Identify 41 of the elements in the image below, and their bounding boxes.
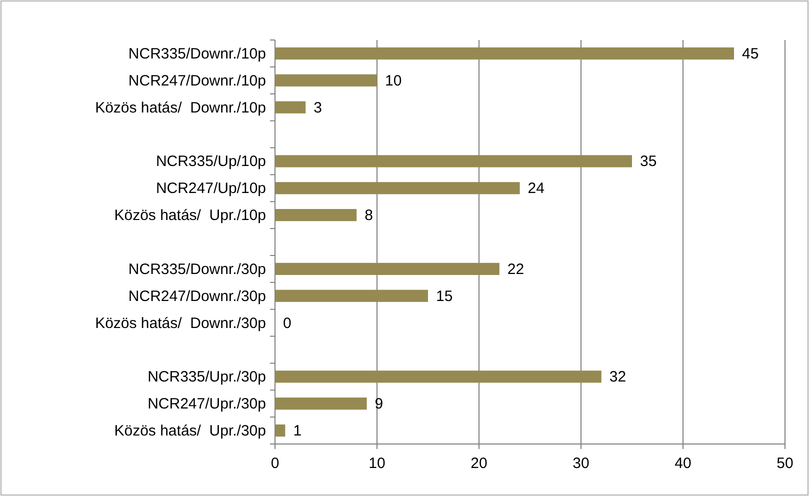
- data-label: 15: [436, 288, 453, 305]
- bar: [275, 74, 377, 86]
- y-tick-label: NCR247/Downr./10p: [128, 72, 266, 90]
- data-label: 32: [609, 368, 626, 386]
- data-label: 24: [528, 180, 544, 198]
- data-label: 0: [283, 314, 292, 332]
- data-label: 3: [314, 99, 322, 116]
- x-tick-label: 20: [470, 455, 488, 472]
- y-tick-label: NCR247/Downr./30p: [128, 288, 266, 305]
- y-tick-label: Közös hatás/ Upr./30p: [114, 422, 266, 440]
- bar: [275, 370, 602, 383]
- bar: [275, 101, 306, 114]
- bar: [275, 155, 632, 168]
- y-tick-label: Közös hatás/ Upr./10p: [114, 207, 266, 224]
- y-tick-label: NCR247/Up/10p: [156, 180, 266, 198]
- data-label: 45: [742, 45, 759, 62]
- x-tick-label: 50: [776, 455, 794, 472]
- y-tick-label: NCR335/Up/10p: [156, 153, 266, 170]
- x-tick-label: 10: [368, 455, 386, 472]
- y-tick-label: NCR335/Downr./10p: [128, 45, 266, 62]
- data-label: 10: [385, 72, 402, 90]
- bar: [275, 398, 367, 410]
- bar: [275, 47, 734, 60]
- bar: [275, 182, 520, 194]
- data-label: 22: [507, 260, 524, 278]
- x-tick-label: 30: [572, 455, 590, 472]
- y-tick-label: NCR335/Upr./30p: [148, 368, 266, 386]
- x-tick-label: 40: [674, 455, 692, 472]
- y-tick-label: Közös hatás/ Downr./10p: [95, 99, 266, 116]
- bar: [275, 290, 428, 302]
- data-label: 8: [364, 207, 373, 224]
- bar: [275, 209, 357, 222]
- bar: [275, 424, 286, 437]
- y-tick-label: NCR247/Upr./30p: [148, 396, 266, 413]
- bar: [275, 262, 500, 275]
- y-tick-label: NCR335/Downr./30p: [128, 260, 266, 278]
- data-label: 35: [640, 153, 657, 170]
- y-tick-label: Közös hatás/ Downr./30p: [95, 314, 266, 332]
- x-tick-label: 0: [270, 455, 280, 472]
- data-label: 1: [293, 422, 302, 440]
- data-label: 9: [374, 396, 384, 413]
